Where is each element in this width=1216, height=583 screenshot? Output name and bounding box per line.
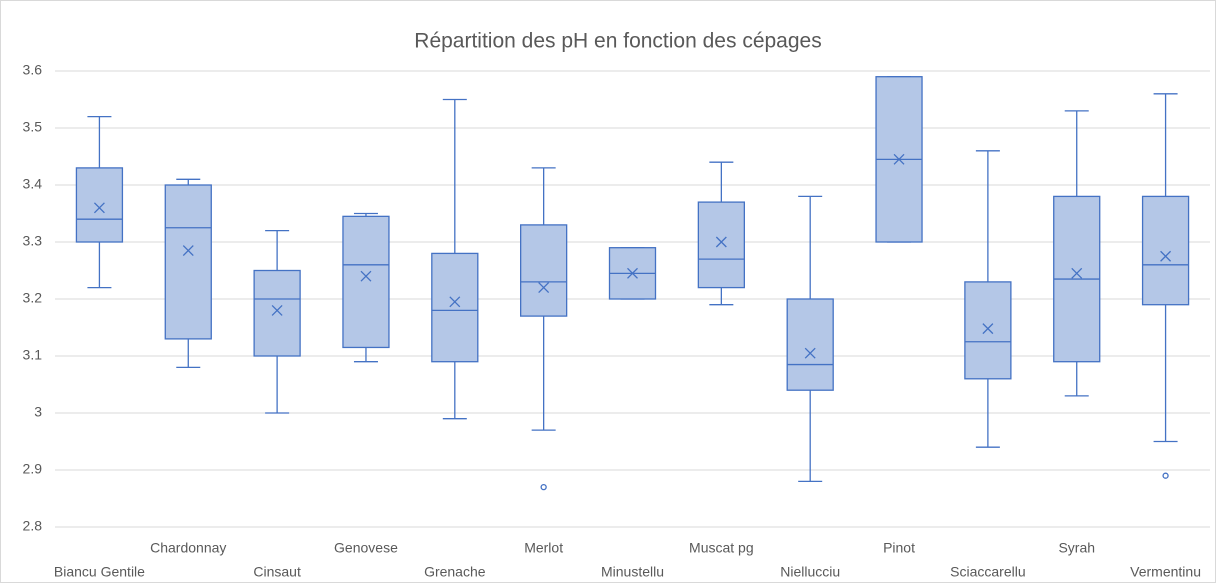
x-tick-label: Niellucciu [780,564,840,580]
box [75,167,124,243]
x-tick-label: Chardonnay [150,540,226,556]
box [697,201,745,289]
mean-marker [271,304,283,316]
x-tick-label: Genovese [334,540,398,556]
x-tick-label: Vermentinu [1130,564,1201,580]
box [431,252,479,363]
mean-marker [804,347,816,359]
x-tick-label: Pinot [883,540,915,556]
box [1141,195,1190,306]
mean-marker [360,270,372,282]
box [520,224,568,317]
mean-marker [715,236,727,248]
mean-marker [93,202,105,214]
mean-marker [982,323,994,335]
y-tick-label: 3.1 [23,347,43,363]
x-tick-label: Grenache [424,564,486,580]
mean-marker [182,245,194,257]
mean-marker [538,282,550,294]
y-tick-label: 2.8 [23,518,43,534]
box [342,215,390,349]
mean-marker [893,153,905,165]
mean-marker [1160,250,1172,262]
outlier [540,483,547,491]
y-tick-label: 3.3 [23,233,43,249]
y-tick-label: 3.4 [23,176,43,192]
mean-marker [449,296,461,308]
y-tick-label: 3.5 [23,119,43,135]
y-tick-label: 3.2 [23,290,43,306]
y-tick-label: 3.6 [23,62,43,78]
box [253,269,301,357]
x-tick-label: Merlot [524,540,563,556]
x-tick-label: Biancu Gentile [54,564,145,580]
outlier [1162,472,1169,479]
box [786,298,834,391]
y-tick-label: 2.9 [23,461,43,477]
x-tick-label: Sciaccarellu [950,564,1025,580]
chart-title: Répartition des pH en fonction des cépag… [414,30,821,53]
x-tick-label: Muscat pg [689,540,754,556]
mean-marker [1071,267,1083,279]
x-tick-label: Cinsaut [253,564,301,580]
box [164,184,212,340]
x-tick-label: Minustellu [601,564,664,580]
x-tick-label: Syrah [1058,540,1095,556]
box [964,281,1012,380]
y-tick-label: 3 [34,404,42,420]
mean-marker [627,267,638,279]
